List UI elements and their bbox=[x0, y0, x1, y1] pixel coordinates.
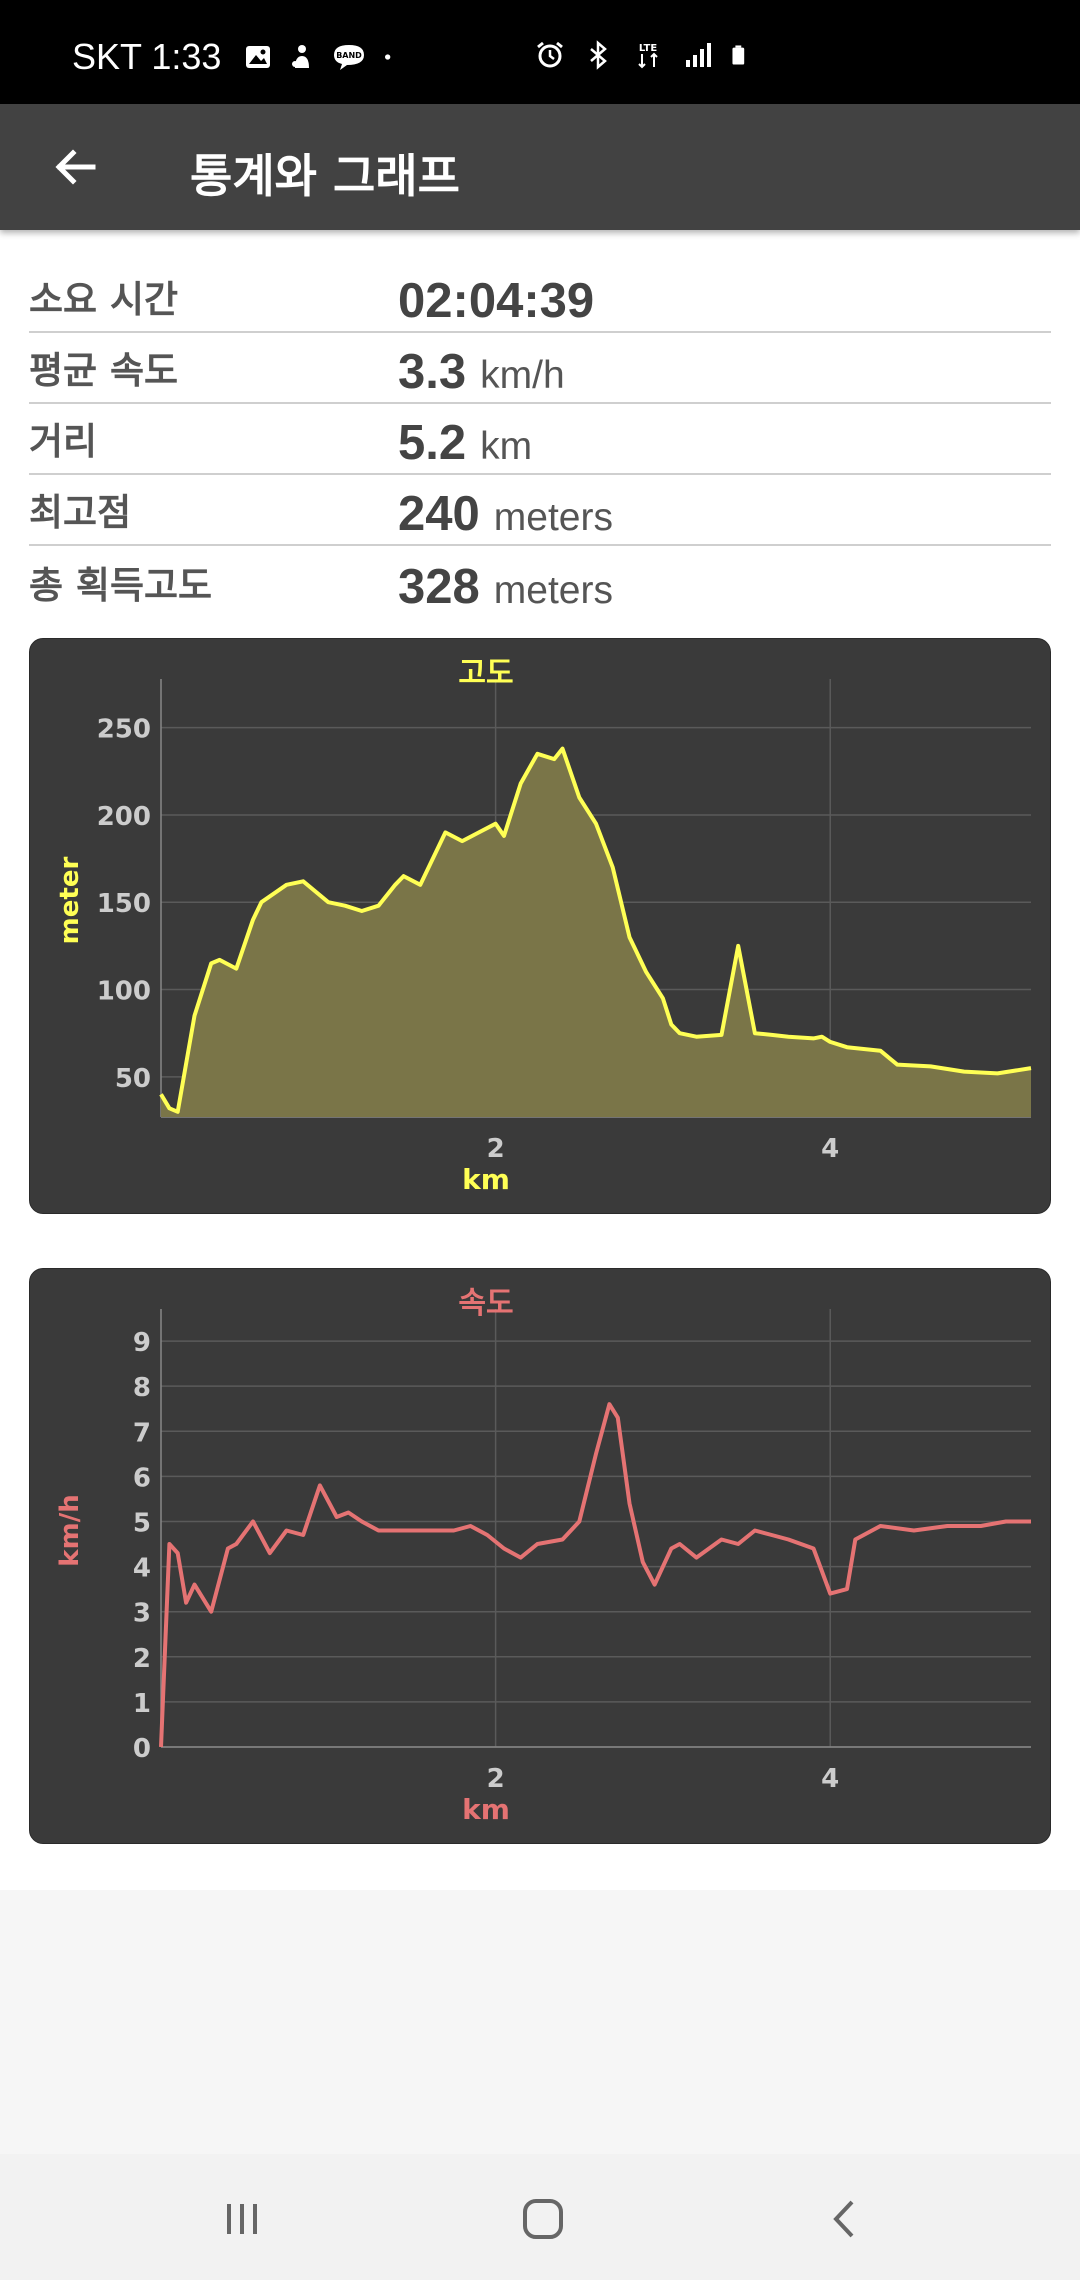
stat-row-avg-speed: 평균 속도 3.3 km/h bbox=[29, 333, 1051, 404]
speed-chart: 0 1 2 3 4 5 6 7 8 9 2 4 속도 km km/h bbox=[55, 1286, 1031, 1826]
x-axis-label: km bbox=[462, 1793, 510, 1826]
y-axis-label: meter bbox=[55, 857, 85, 945]
lte-icon: LTE bbox=[638, 43, 658, 69]
y-tick-label: 50 bbox=[115, 1064, 151, 1094]
arrow-left-icon bbox=[55, 149, 96, 185]
y-tick-label: 250 bbox=[97, 715, 151, 745]
y-tick-label: 100 bbox=[97, 977, 151, 1007]
stat-value: 02:04:39 bbox=[398, 273, 608, 329]
chart-title: 속도 bbox=[458, 1286, 513, 1321]
stat-row-elevation-gain: 총 획득고도 328 meters bbox=[29, 546, 1051, 617]
y-tick-label: 150 bbox=[97, 889, 151, 919]
stat-label: 소요 시간 bbox=[29, 278, 179, 321]
series-area bbox=[161, 748, 1031, 1117]
status-left: SKT 1:33 BAND bbox=[72, 36, 401, 78]
x-tick-label: 4 bbox=[821, 1764, 839, 1794]
carrier-time: SKT 1:33 bbox=[72, 36, 222, 77]
home-button[interactable] bbox=[503, 2184, 583, 2254]
system-icons: LTE bbox=[535, 40, 753, 70]
stat-label: 최고점 bbox=[29, 491, 132, 534]
series-line bbox=[159, 746, 1032, 1114]
stat-number: 5.2 bbox=[398, 416, 467, 470]
empty-area bbox=[0, 1890, 1080, 2154]
elevation-chart-card[interactable]: 50 100 150 200 250 2 4 고도 km meter bbox=[29, 638, 1051, 1214]
stat-label: 평균 속도 bbox=[29, 349, 179, 392]
stat-number: 328 bbox=[398, 560, 480, 614]
y-tick-label: 1 bbox=[133, 1689, 151, 1719]
stat-number: 240 bbox=[398, 487, 480, 541]
page-title: 통계와 그래프 bbox=[190, 149, 460, 203]
stat-unit: meters bbox=[493, 496, 613, 539]
stat-value: 328 meters bbox=[398, 559, 613, 615]
y-tick-label: 5 bbox=[133, 1508, 151, 1538]
stat-number: 02:04:39 bbox=[398, 274, 595, 328]
stat-row-highest-point: 최고점 240 meters bbox=[29, 475, 1051, 546]
notification-icons: BAND bbox=[243, 42, 401, 72]
y-tick-label: 3 bbox=[133, 1599, 151, 1629]
y-tick-label: 7 bbox=[133, 1418, 151, 1448]
y-tick-label: 0 bbox=[133, 1734, 151, 1764]
recent-apps-icon bbox=[227, 2204, 257, 2234]
x-axis-label: km bbox=[462, 1163, 510, 1196]
chart-title: 고도 bbox=[458, 656, 513, 691]
speed-chart-card[interactable]: 0 1 2 3 4 5 6 7 8 9 2 4 속도 km km/h bbox=[29, 1268, 1051, 1844]
battery-icon bbox=[732, 45, 745, 65]
bluetooth-icon bbox=[590, 40, 607, 70]
stat-number: 3.3 bbox=[398, 345, 467, 399]
stat-value: 240 meters bbox=[398, 486, 613, 542]
stat-value: 5.2 km bbox=[398, 415, 532, 471]
dot-icon bbox=[385, 54, 391, 60]
stat-label: 거리 bbox=[29, 420, 98, 463]
y-tick-label: 8 bbox=[133, 1373, 151, 1403]
stat-row-distance: 거리 5.2 km bbox=[29, 404, 1051, 475]
y-tick-label: 4 bbox=[133, 1554, 151, 1584]
stat-row-duration: 소요 시간 02:04:39 bbox=[29, 262, 1051, 333]
elevation-chart: 50 100 150 200 250 2 4 고도 km meter bbox=[55, 656, 1032, 1196]
person-icon bbox=[292, 45, 310, 68]
y-tick-label: 6 bbox=[133, 1463, 151, 1493]
y-axis-label: km/h bbox=[55, 1494, 85, 1566]
home-icon bbox=[523, 2199, 563, 2239]
lte-label: LTE bbox=[639, 43, 658, 54]
y-tick-label: 2 bbox=[133, 1644, 151, 1674]
stat-unit: meters bbox=[493, 569, 613, 612]
stats-table: 소요 시간 02:04:39 평균 속도 3.3 km/h 거리 5.2 km … bbox=[29, 262, 1051, 617]
stat-unit: km bbox=[480, 425, 533, 468]
gallery-icon bbox=[246, 46, 271, 68]
band-icon: BAND bbox=[334, 45, 365, 70]
back-icon bbox=[833, 2200, 854, 2238]
x-tick-label: 2 bbox=[487, 1764, 505, 1794]
x-tick-label: 4 bbox=[821, 1134, 839, 1164]
series-line bbox=[159, 1402, 1031, 1748]
back-button[interactable] bbox=[40, 132, 110, 202]
stat-label: 총 획득고도 bbox=[29, 564, 213, 607]
band-label: BAND bbox=[337, 51, 363, 60]
system-back-button[interactable] bbox=[805, 2184, 885, 2254]
y-tick-label: 200 bbox=[97, 802, 151, 832]
x-tick-label: 2 bbox=[487, 1134, 505, 1164]
y-tick-label: 9 bbox=[133, 1328, 151, 1358]
stat-unit: km/h bbox=[480, 354, 565, 397]
status-bar: SKT 1:33 BAND LTE bbox=[0, 0, 1080, 104]
signal-icon bbox=[686, 43, 711, 67]
recent-apps-button[interactable] bbox=[202, 2184, 282, 2254]
stat-value: 3.3 km/h bbox=[398, 344, 565, 400]
app-bar: 통계와 그래프 bbox=[0, 104, 1080, 230]
navigation-bar bbox=[0, 2154, 1080, 2280]
alarm-icon bbox=[537, 41, 563, 68]
